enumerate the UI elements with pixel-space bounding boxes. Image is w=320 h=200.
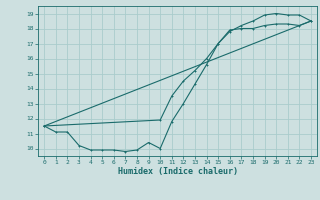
- X-axis label: Humidex (Indice chaleur): Humidex (Indice chaleur): [118, 167, 238, 176]
